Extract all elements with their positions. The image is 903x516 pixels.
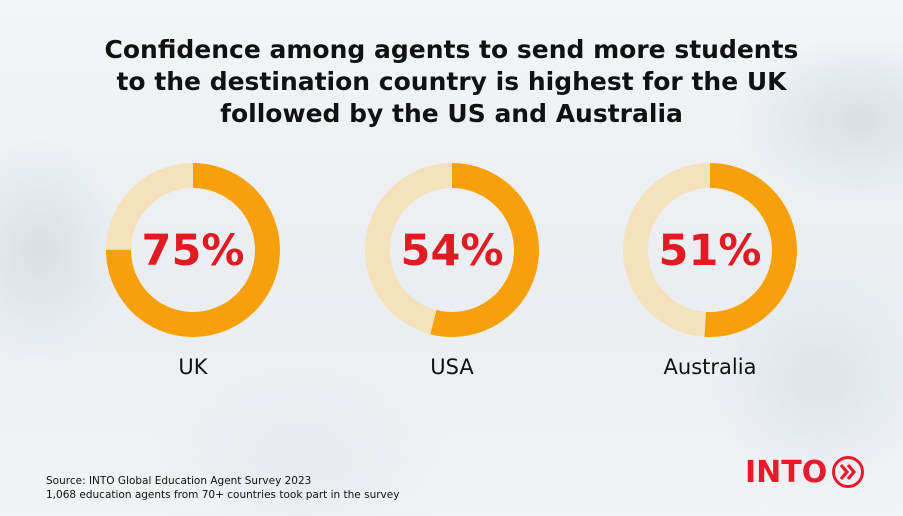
title-line-1: Confidence among agents to send more stu… [104,35,799,64]
donut-arc-australia [623,163,797,337]
category-label-uk: UK [178,355,208,379]
category-label-usa: USA [430,355,474,379]
source-line-2: 1,068 education agents from 70+ countrie… [46,489,400,501]
source-note: Source: INTO Global Education Agent Surv… [46,474,399,502]
category-label-australia: Australia [663,355,757,379]
value-label-australia: 51% [659,226,762,276]
logo-wordmark: INTO [745,454,828,490]
chart-title: Confidence among agents to send more stu… [60,34,843,130]
source-line-1: Source: INTO Global Education Agent Surv… [46,475,312,487]
donut-arc-usa [365,163,539,337]
value-label-uk: 75% [142,226,245,276]
into-logo: INTO [745,452,865,492]
value-label-usa: 54% [401,226,504,276]
double-chevron-right-icon [832,456,865,488]
title-line-2: to the destination country is highest fo… [116,67,787,96]
donut-charts: 75% 54% 51% [106,163,797,337]
title-line-3: followed by the US and Australia [220,99,683,128]
donut-arc-uk [106,163,280,337]
